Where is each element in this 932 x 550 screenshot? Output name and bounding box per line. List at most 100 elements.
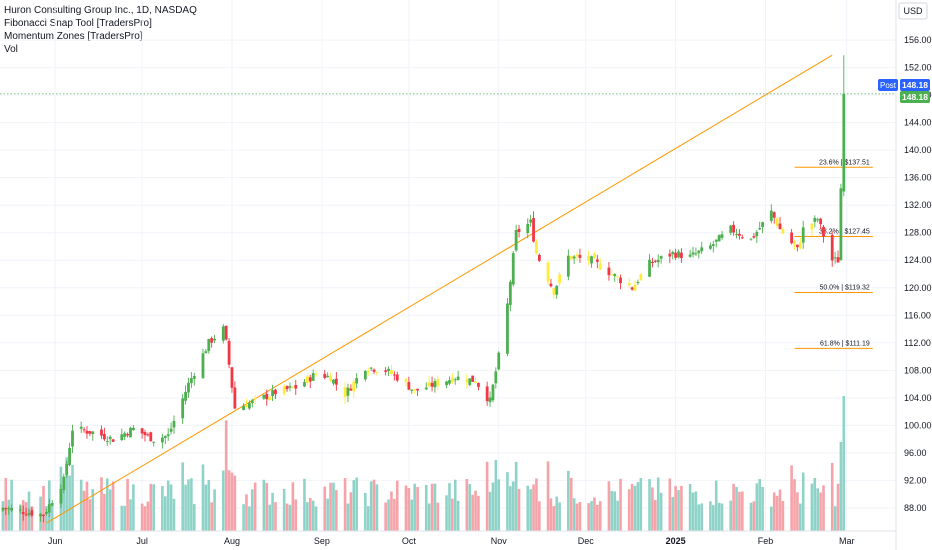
candle <box>752 233 756 239</box>
candle <box>651 257 654 268</box>
candle <box>82 427 86 433</box>
volume-bar <box>712 505 715 531</box>
fib-level-label: 50.0% | $119.32 <box>819 284 869 291</box>
volume-bar <box>654 500 657 531</box>
volume-bar <box>833 506 837 531</box>
candle <box>221 323 225 344</box>
volume-bar <box>639 477 643 531</box>
volume-bar <box>610 491 614 531</box>
volume-bar <box>285 503 289 531</box>
volume-bar <box>163 496 167 531</box>
legend-indicator-momentum[interactable]: Momentum Zones [TradersPro] <box>4 31 143 42</box>
volume-bar <box>366 506 370 531</box>
volume-bar <box>775 495 779 531</box>
volume-bar <box>636 482 640 531</box>
legend-title[interactable]: Huron Consulting Group Inc., 1D, NASDAQ <box>4 5 197 16</box>
candle <box>535 239 538 255</box>
candle <box>816 217 820 223</box>
candle <box>555 285 559 299</box>
time-tick-label: Mar <box>839 536 855 546</box>
volume-bar <box>697 504 701 531</box>
volume-bar <box>497 479 501 531</box>
candle <box>291 386 295 389</box>
volume-bar <box>224 420 228 531</box>
candle <box>413 388 417 394</box>
candle <box>152 441 156 447</box>
candle <box>18 505 22 514</box>
candle <box>323 370 327 380</box>
volume-bar <box>161 486 164 531</box>
candle <box>39 512 42 522</box>
volume-bar <box>172 498 176 531</box>
candle <box>407 376 411 391</box>
volume-bar <box>749 502 753 531</box>
candle <box>691 246 695 258</box>
candle <box>21 505 25 521</box>
candle <box>62 473 66 494</box>
volume-bar <box>451 498 454 531</box>
volume-bar <box>514 461 518 531</box>
volume-bar <box>488 491 492 531</box>
volume-bar <box>308 497 312 531</box>
currency-label: USD <box>903 6 923 16</box>
volume-bar <box>413 483 416 531</box>
price-tick-label: 128.00 <box>904 228 932 238</box>
candle <box>427 375 431 388</box>
candle <box>465 374 469 389</box>
candle <box>709 242 712 250</box>
volume-bar <box>332 482 335 531</box>
candle <box>24 507 28 517</box>
fib-level-label: 38.2% | $127.45 <box>819 229 870 236</box>
legend-indicator-vol[interactable]: Vol <box>4 44 18 55</box>
volume-bar <box>120 505 124 531</box>
candle <box>143 429 147 442</box>
volume-bar <box>491 482 495 531</box>
price-tick-label: 156.00 <box>904 35 932 45</box>
candle <box>111 438 115 442</box>
candle <box>120 428 124 442</box>
candle <box>511 250 515 287</box>
candle <box>100 425 103 439</box>
volume-bar <box>627 489 631 531</box>
candle <box>387 366 390 377</box>
volume-bar <box>474 490 477 531</box>
time-axis[interactable]: Jun Jul Aug Sep Oct Nov Dec 2025 Feb Mar <box>48 536 855 546</box>
legend-indicator-fib[interactable]: Fibonacci Snap Tool [TradersPro] <box>4 18 152 29</box>
volume-bar <box>424 485 428 531</box>
trendline[interactable] <box>46 54 833 524</box>
volume-bar <box>126 478 129 531</box>
candle <box>477 382 480 391</box>
candle <box>230 366 234 393</box>
candle <box>796 244 799 252</box>
candle <box>758 221 762 231</box>
candle <box>140 428 144 439</box>
candle <box>474 377 477 384</box>
candle <box>91 430 95 441</box>
volume-bar <box>633 485 637 531</box>
candle <box>575 252 579 261</box>
candle <box>677 249 680 259</box>
volume-bar <box>509 486 512 531</box>
volume-bar <box>291 482 295 531</box>
candle <box>790 228 794 245</box>
currency-box[interactable]: USD <box>898 2 928 20</box>
candle <box>285 385 289 392</box>
candle <box>44 508 48 516</box>
candle <box>366 367 370 376</box>
volume-bar <box>535 478 538 531</box>
volume-bar <box>659 492 663 531</box>
price-tick-label: 92.00 <box>904 475 927 485</box>
candle <box>187 377 190 398</box>
volume-bar <box>741 491 744 531</box>
volume-bar <box>68 475 71 531</box>
volume-bar <box>311 500 315 531</box>
candle <box>633 280 637 291</box>
price-axis[interactable]: 88.00 92.00 96.00 100.00 104.00 108.00 112.00 1… <box>904 35 932 513</box>
volume-bar <box>30 506 34 531</box>
candle <box>755 230 759 244</box>
candle <box>146 432 150 437</box>
time-tick-label: Jun <box>48 536 63 546</box>
candle <box>163 435 167 445</box>
